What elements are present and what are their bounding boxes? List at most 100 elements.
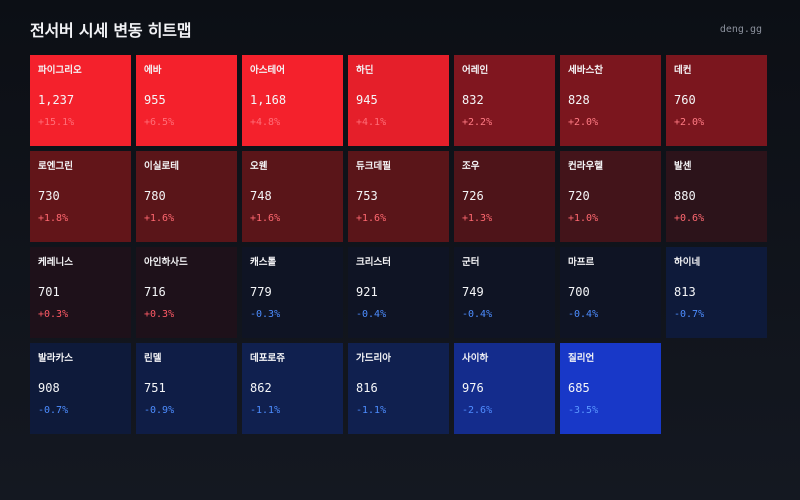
server-name: 케레니스 [38,257,73,268]
page-title: 전서버 시세 변동 히트맵 [30,21,192,40]
heatmap-tile[interactable]: 파이그리오 1,237 +15.1% [30,55,131,146]
price-change: +2.0% [568,117,599,128]
heatmap-tile[interactable]: 케레니스 701 +0.3% [30,247,131,338]
heatmap-tile[interactable]: 컨라우헬 720 +1.0% [560,151,661,242]
price-change: +4.8% [250,117,281,128]
heatmap-tile[interactable]: 세바스찬 828 +2.0% [560,55,661,146]
server-price: 945 [356,93,378,107]
price-change: -0.4% [462,309,493,320]
server-name: 아인하사드 [144,257,188,268]
price-change: -1.1% [250,405,281,416]
price-change: +1.3% [462,213,493,224]
heatmap-tile[interactable]: 질리언 685 -3.5% [560,343,661,434]
server-name: 캐스톨 [250,257,277,268]
server-name: 하이네 [674,257,701,268]
heatmap-tile[interactable]: 군터 749 -0.4% [454,247,555,338]
price-change: -0.3% [250,309,281,320]
server-price: 921 [356,285,378,299]
price-change: +1.8% [38,213,69,224]
heatmap-tile[interactable]: 어레인 832 +2.2% [454,55,555,146]
server-price: 976 [462,381,484,395]
server-price: 701 [38,285,60,299]
heatmap-tile[interactable]: 발라카스 908 -0.7% [30,343,131,434]
server-price: 780 [144,189,166,203]
price-change: +0.3% [38,309,69,320]
heatmap-tile[interactable]: 데포로쥬 862 -1.1% [242,343,343,434]
heatmap-tile[interactable]: 로엔그린 730 +1.8% [30,151,131,242]
server-name: 린델 [144,353,162,364]
server-name: 크리스터 [356,257,391,268]
server-name: 가드리아 [356,353,391,364]
price-change: -0.7% [38,405,69,416]
server-name: 하딘 [356,65,374,76]
server-name: 로엔그린 [38,161,73,172]
server-name: 어레인 [462,65,489,76]
heatmap-tile[interactable]: 린델 751 -0.9% [136,343,237,434]
server-price: 749 [462,285,484,299]
server-name: 발센 [674,161,692,172]
heatmap-tile[interactable]: 아스테어 1,168 +4.8% [242,55,343,146]
brand-label: deng.gg [719,23,762,35]
price-change: -0.7% [674,309,705,320]
heatmap-tile[interactable]: 사이하 976 -2.6% [454,343,555,434]
header: 전서버 시세 변동 히트맵 deng.gg [30,16,762,42]
server-price: 720 [568,189,590,203]
server-name: 사이하 [462,353,489,364]
server-name: 데컨 [674,65,692,76]
server-name: 질리언 [568,353,595,364]
heatmap-tile[interactable]: 크리스터 921 -0.4% [348,247,449,338]
server-name: 이실로테 [144,161,179,172]
price-change: +15.1% [38,117,75,128]
server-name: 컨라우헬 [568,161,603,172]
server-name: 아스테어 [250,65,285,76]
price-change: +1.6% [144,213,175,224]
server-price: 1,237 [38,93,75,107]
price-change: -2.6% [462,405,493,416]
server-price: 700 [568,285,590,299]
price-change: -0.9% [144,405,175,416]
heatmap-tile[interactable]: 가드리아 816 -1.1% [348,343,449,434]
heatmap-tile[interactable]: 마프르 700 -0.4% [560,247,661,338]
server-price: 908 [38,381,60,395]
heatmap-tile[interactable]: 듀크데필 753 +1.6% [348,151,449,242]
heatmap-tile[interactable]: 아인하사드 716 +0.3% [136,247,237,338]
server-price: 685 [568,381,590,395]
heatmap-tile[interactable]: 조우 726 +1.3% [454,151,555,242]
heatmap-tile[interactable]: 캐스톨 779 -0.3% [242,247,343,338]
server-name: 데포로쥬 [250,353,285,364]
heatmap-tile[interactable]: 에바 955 +6.5% [136,55,237,146]
server-price: 832 [462,93,484,107]
heatmap-tile[interactable]: 이실로테 780 +1.6% [136,151,237,242]
price-change: -0.4% [568,309,599,320]
heatmap-tile[interactable]: 발센 880 +0.6% [666,151,767,242]
server-price: 813 [674,285,696,299]
price-change: +2.2% [462,117,493,128]
server-price: 816 [356,381,378,395]
server-price: 748 [250,189,272,203]
heatmap-tile[interactable]: 오웬 748 +1.6% [242,151,343,242]
heatmap-tile[interactable]: 하딘 945 +4.1% [348,55,449,146]
heatmap-tile[interactable]: 하이네 813 -0.7% [666,247,767,338]
heatmap-tile[interactable]: 데컨 760 +2.0% [666,55,767,146]
server-price: 862 [250,381,272,395]
server-name: 군터 [462,257,480,268]
price-change: +2.0% [674,117,705,128]
price-change: +6.5% [144,117,175,128]
price-change: +1.0% [568,213,599,224]
price-change: -1.1% [356,405,387,416]
price-change: +1.6% [356,213,387,224]
server-price: 1,168 [250,93,287,107]
server-price: 716 [144,285,166,299]
server-price: 779 [250,285,272,299]
server-price: 730 [38,189,60,203]
server-name: 마프르 [568,257,595,268]
server-name: 파이그리오 [38,65,82,76]
server-price: 726 [462,189,484,203]
price-change: +1.6% [250,213,281,224]
server-price: 753 [356,189,378,203]
server-name: 발라카스 [38,353,73,364]
server-price: 828 [568,93,590,107]
server-price: 880 [674,189,696,203]
server-price: 751 [144,381,166,395]
server-name: 에바 [144,65,162,76]
